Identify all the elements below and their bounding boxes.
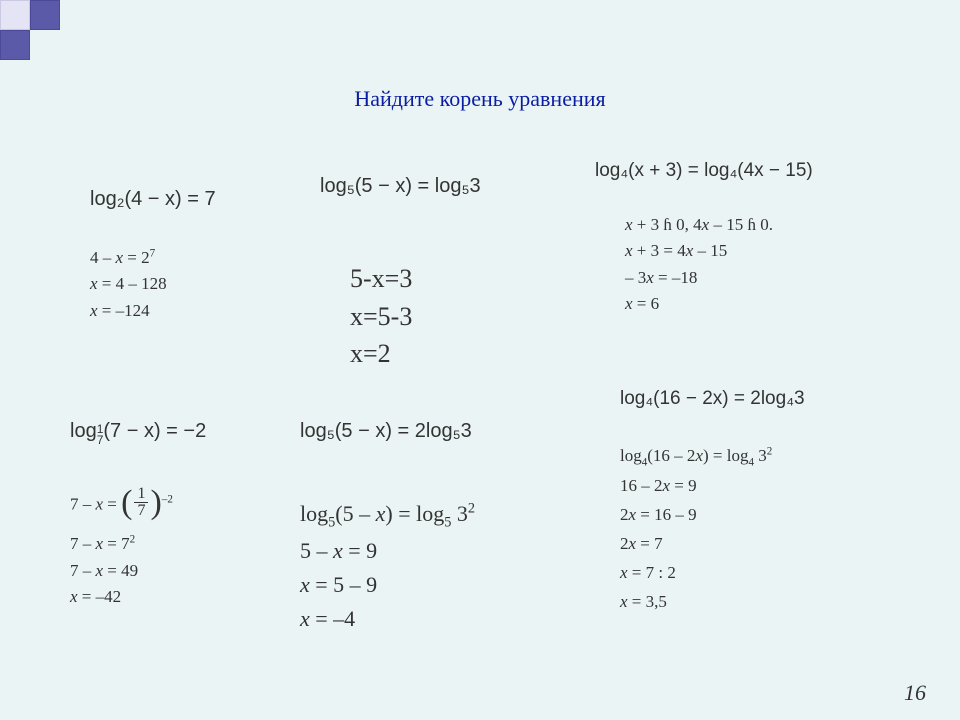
problem-5: log₅(5 − x) = 2log₅3 log5(5 – x) = log5 … <box>300 420 600 636</box>
slide-stage: Найдите корень уравнения log₂(4 − x) = 7… <box>0 0 960 720</box>
corner-sq <box>0 0 30 30</box>
problem-header: log₅(5 − x) = 2log₅3 <box>300 420 600 443</box>
problem-header: log₄(16 − 2x) = 2log₄3 <box>620 388 960 410</box>
problem-2: log₅(5 − x) = log₅3 5-х=3 х=5-3 х=2 <box>320 175 600 373</box>
corner-sq <box>30 0 60 30</box>
problem-3: log₄(x + 3) = log₄(4x − 15) x + 3 ɦ 0, 4… <box>595 160 955 317</box>
problem-header: log₅(5 − x) = log₅3 <box>320 175 600 198</box>
corner-sq <box>30 30 60 60</box>
problem-steps: x + 3 ɦ 0, 4x – 15 ɦ 0. x + 3 = 4x – 15 … <box>625 212 955 317</box>
slide-title: Найдите корень уравнения <box>354 86 605 112</box>
corner-decoration <box>0 0 60 60</box>
page-number: 16 <box>904 680 926 706</box>
problem-steps: 5-х=3 х=5-3 х=2 <box>350 260 600 373</box>
problem-6: log₄(16 − 2x) = 2log₄3 log4(16 – 2x) = l… <box>620 388 960 617</box>
problem-header: log₄(x + 3) = log₄(4x − 15) <box>595 160 955 182</box>
problem-steps: log4(16 – 2x) = log4 32 16 – 2x = 9 2x =… <box>620 442 960 617</box>
problem-steps: log5(5 – x) = log5 32 5 – x = 9 x = 5 – … <box>300 497 600 636</box>
corner-sq <box>0 30 30 60</box>
